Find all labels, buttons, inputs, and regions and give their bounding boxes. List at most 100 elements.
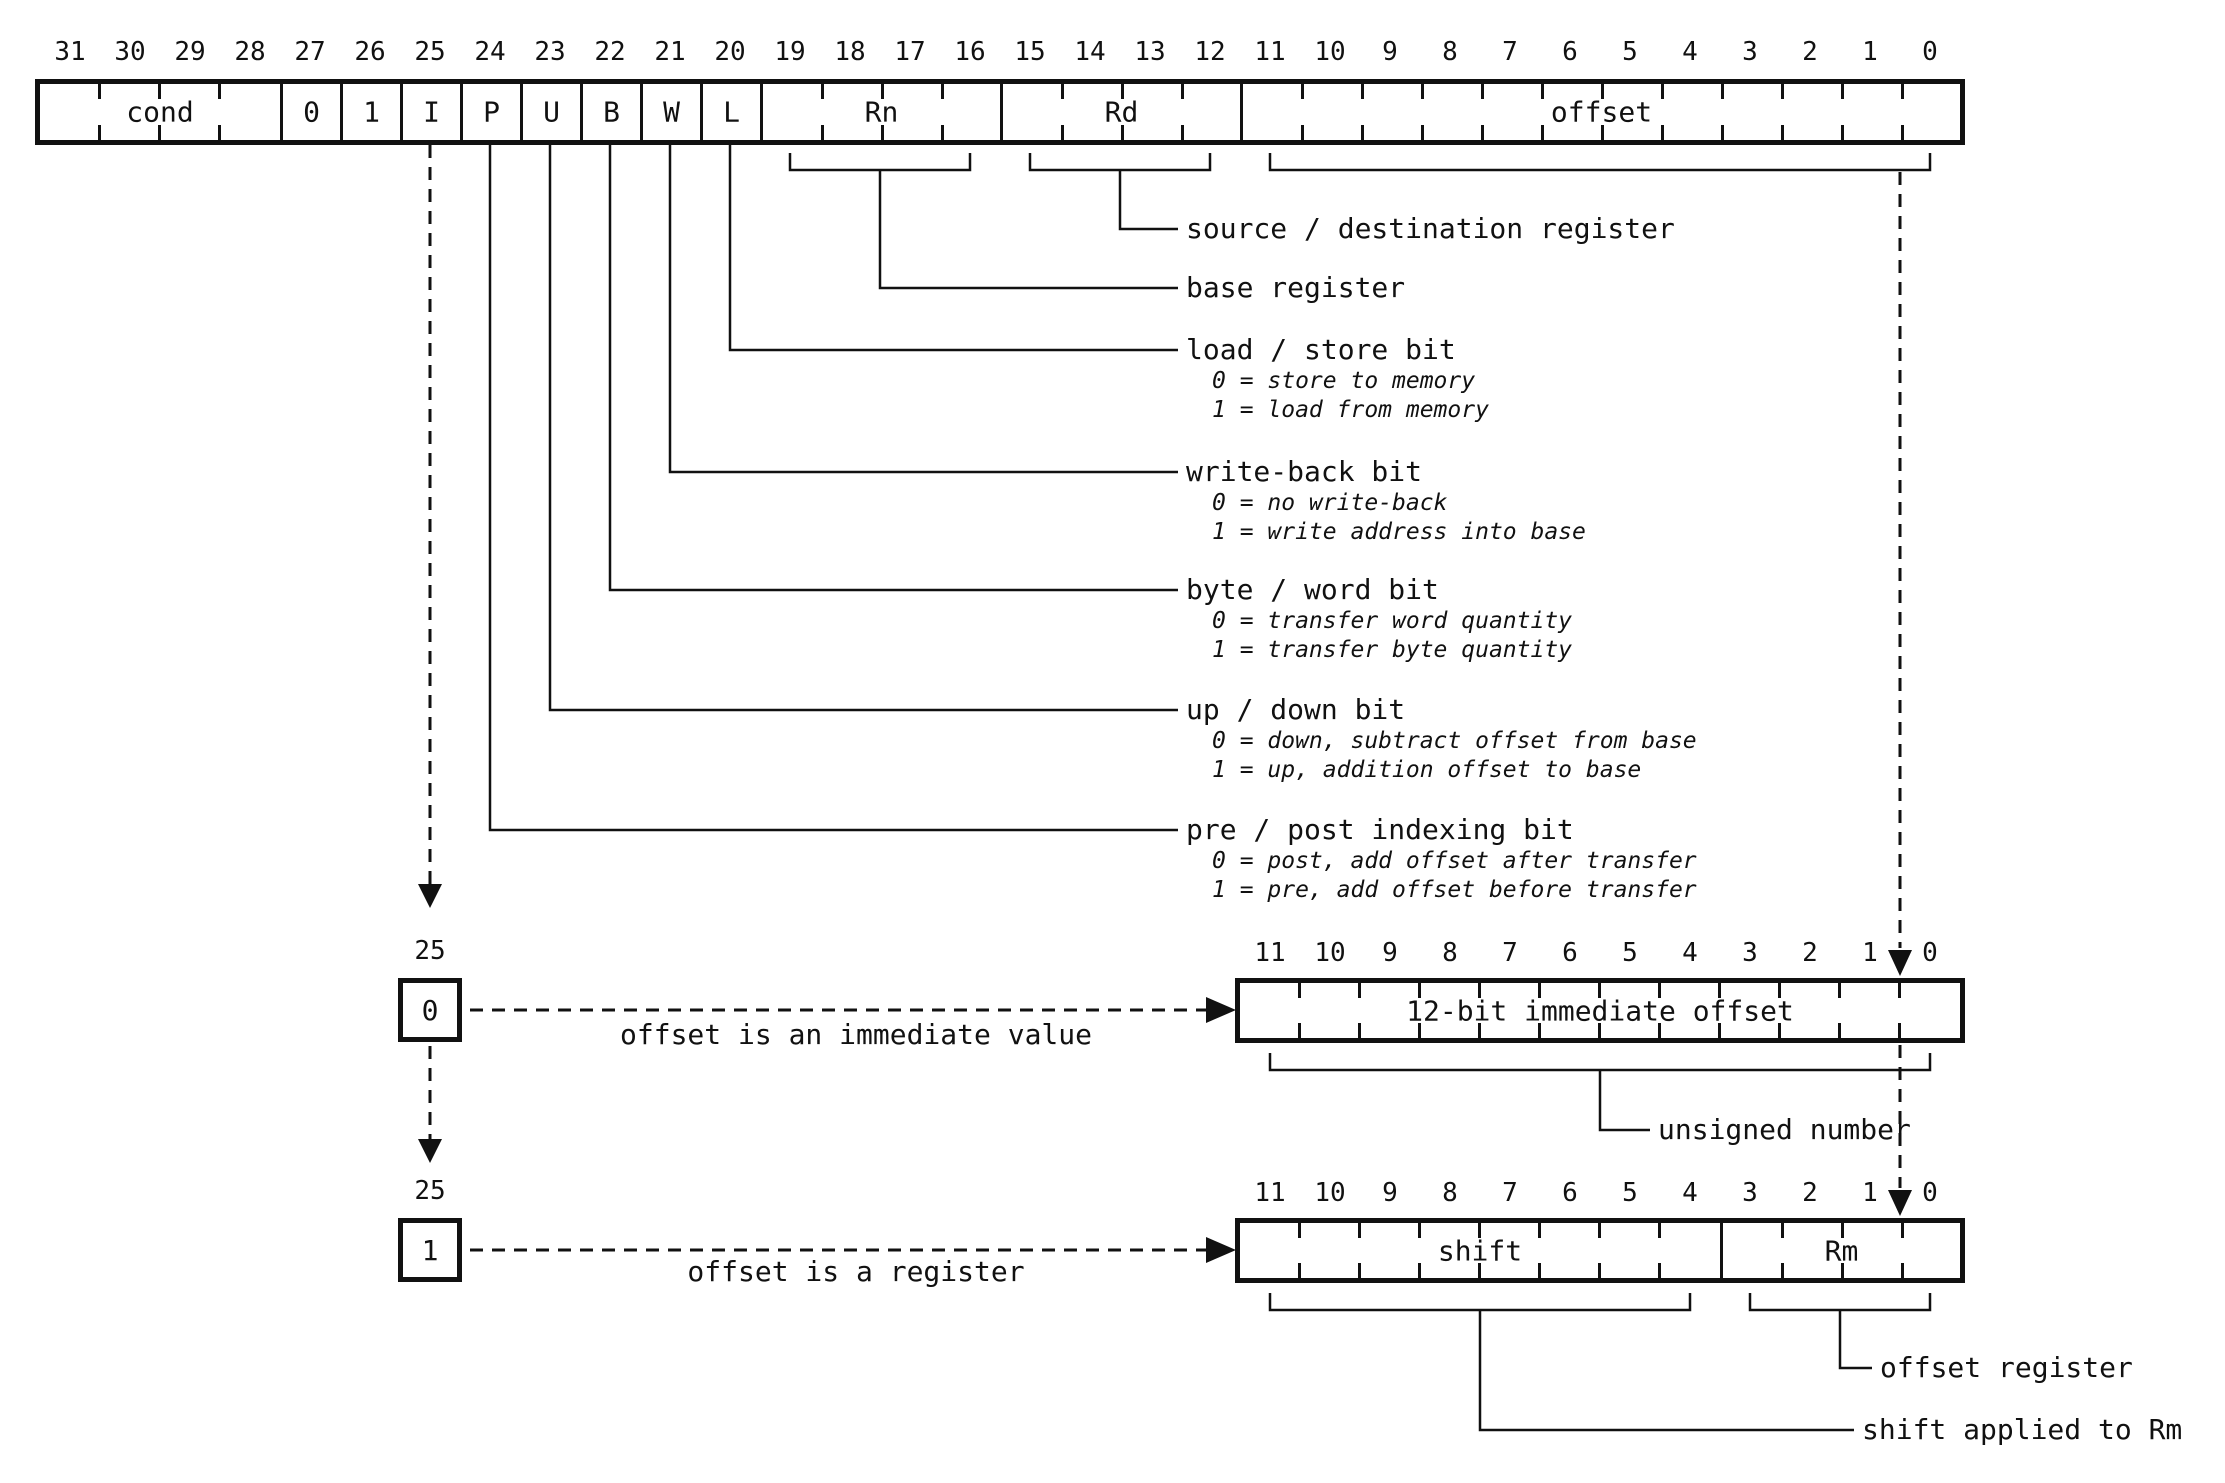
connector-u-bit <box>548 145 1178 712</box>
bit-tick <box>1301 125 1304 140</box>
bit-number: 9 <box>1382 37 1398 67</box>
bit-tick <box>941 84 944 99</box>
bit-number: 11 <box>1254 1178 1286 1208</box>
bit-number: 8 <box>1442 1178 1458 1208</box>
bit-tick <box>1718 1023 1721 1038</box>
bit-number: 5 <box>1622 1178 1638 1208</box>
connector-b-bit <box>608 145 1178 592</box>
bit-number: 30 <box>114 37 146 67</box>
annotation-detail: 1 = up, addition offset to base <box>1212 757 1642 783</box>
bit-tick <box>1781 125 1784 140</box>
field-shift: shift <box>1240 1223 1720 1278</box>
bit-tick <box>1898 1023 1901 1038</box>
bracket-offset <box>1268 153 1932 172</box>
bit-number: 2 <box>1802 37 1818 67</box>
bit-tick <box>881 125 884 140</box>
bit-tick <box>1538 1223 1541 1238</box>
annotation-detail: 0 = store to memory <box>1212 368 1476 394</box>
bit-tick <box>1601 125 1604 140</box>
i-bit-value-1-box: 1 <box>398 1218 462 1282</box>
bracket-rm <box>1748 1293 1932 1312</box>
bit-number: 20 <box>714 37 746 67</box>
field-w: W <box>640 84 700 140</box>
bit-tick <box>1901 125 1904 140</box>
bit-number: 12 <box>1194 37 1226 67</box>
annotation-title: up / down bit <box>1186 693 1406 726</box>
field-b: B <box>580 84 640 140</box>
bit-number: 17 <box>894 37 926 67</box>
bit-tick <box>98 125 101 140</box>
bit-tick <box>1418 983 1421 998</box>
bit-tick <box>1781 1223 1784 1238</box>
bit-tick <box>158 84 161 99</box>
arrowhead-down-icon <box>418 1139 442 1163</box>
bit-tick <box>1538 983 1541 998</box>
register-offset-box: shift Rm <box>1235 1218 1965 1283</box>
offset-register-label: offset register <box>1880 1351 2133 1384</box>
shift-applied-label: shift applied to Rm <box>1862 1413 2183 1446</box>
bit-number: 3 <box>1742 37 1758 67</box>
field-p-label: P <box>483 95 500 129</box>
bit-tick <box>1061 84 1064 99</box>
field-cond-label: cond <box>126 95 194 129</box>
bit-tick <box>1901 84 1904 99</box>
bit-tick <box>1418 1223 1421 1238</box>
connector-rn <box>878 170 1178 290</box>
bit-number: 1 <box>1862 1178 1878 1208</box>
bit-number: 1 <box>1862 938 1878 968</box>
field-1-label: 1 <box>363 95 380 129</box>
arrowhead-right-icon <box>1206 997 1236 1023</box>
field-12-bit-immediate-offset: 12-bit immediate offset <box>1240 983 1960 1038</box>
bit-tick <box>1181 84 1184 99</box>
bit-number: 13 <box>1134 37 1166 67</box>
i-bit-number-label: 25 <box>414 936 446 966</box>
bit-tick <box>1781 1263 1784 1278</box>
bit-number: 5 <box>1622 37 1638 67</box>
i-bit-value-1: 1 <box>421 1233 439 1267</box>
bit-tick <box>1361 125 1364 140</box>
i-bit-number-label: 25 <box>414 1176 446 1206</box>
bracket-rn <box>788 153 972 172</box>
bit-tick <box>1121 125 1124 140</box>
field-p: P <box>460 84 520 140</box>
bit-tick <box>1541 84 1544 99</box>
bit-number: 11 <box>1254 938 1286 968</box>
field-rn-label: Rn <box>864 95 899 129</box>
bit-number: 19 <box>774 37 806 67</box>
bit-tick <box>1598 1263 1601 1278</box>
bit-number: 6 <box>1562 938 1578 968</box>
bit-tick <box>1418 1263 1421 1278</box>
annotation-detail: 0 = transfer word quantity <box>1212 608 1573 634</box>
bit-tick <box>218 84 221 99</box>
bit-tick <box>1538 1023 1541 1038</box>
bit-number: 0 <box>1922 1178 1938 1208</box>
bit-tick <box>1658 1023 1661 1038</box>
annotation-title: base register <box>1186 271 1406 304</box>
field-0-label: 0 <box>303 95 320 129</box>
bracket-immediate-offset <box>1268 1053 1932 1072</box>
bit-tick <box>98 84 101 99</box>
annotation-detail: 1 = pre, add offset before transfer <box>1212 877 1697 903</box>
bit-tick <box>1358 983 1361 998</box>
bit-number: 31 <box>54 37 86 67</box>
bit-tick <box>1838 1023 1841 1038</box>
bit-number: 11 <box>1254 37 1286 67</box>
annotation-detail: 0 = post, add offset after transfer <box>1212 848 1697 874</box>
bit-number: 6 <box>1562 1178 1578 1208</box>
bit-number: 5 <box>1622 938 1638 968</box>
bit-number: 28 <box>234 37 266 67</box>
annotation-detail: 0 = no write-back <box>1212 490 1448 516</box>
bit-tick <box>1658 1263 1661 1278</box>
bit-number: 15 <box>1014 37 1046 67</box>
bit-number: 3 <box>1742 938 1758 968</box>
bit-tick <box>1841 84 1844 99</box>
bit-number: 6 <box>1562 37 1578 67</box>
annotation-detail: 1 = write address into base <box>1212 519 1586 545</box>
field-rm: Rm <box>1720 1223 1960 1278</box>
bit-tick <box>1361 84 1364 99</box>
bit-tick <box>1478 983 1481 998</box>
immediate-caption: offset is an immediate value <box>619 1018 1093 1051</box>
bit-number: 10 <box>1314 938 1346 968</box>
field-0: 0 <box>280 84 340 140</box>
annotation-title: pre / post indexing bit <box>1186 813 1574 846</box>
